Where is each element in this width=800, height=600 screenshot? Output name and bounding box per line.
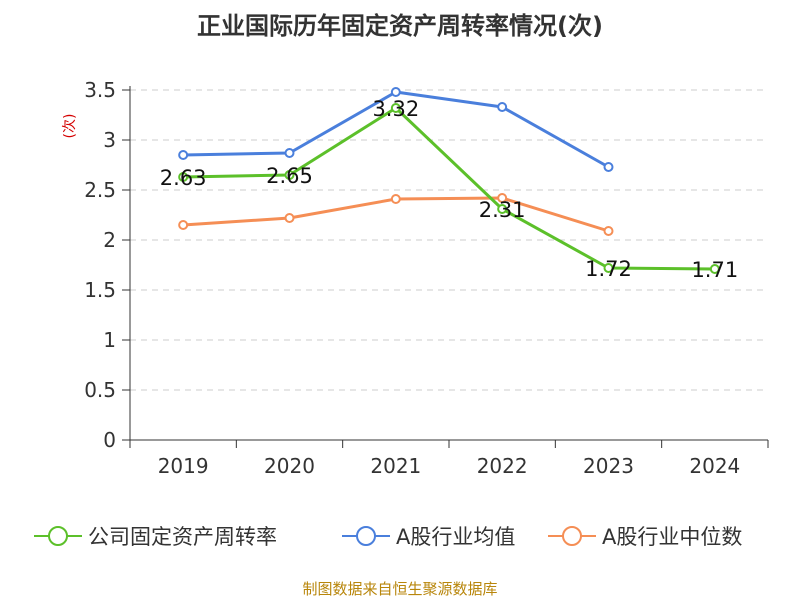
chart-title: 正业国际历年固定资产周转率情况(次) bbox=[197, 12, 603, 40]
data-point[interactable] bbox=[497, 204, 508, 214]
data-point[interactable] bbox=[497, 193, 508, 203]
legend-line-marker-icon bbox=[34, 526, 82, 546]
data-point[interactable] bbox=[709, 264, 720, 274]
y-tick-label: 2.5 bbox=[84, 178, 116, 202]
legend-item-industry-mean[interactable]: A股行业均值 bbox=[342, 518, 515, 554]
x-tick-label: 2019 bbox=[158, 454, 209, 478]
y-tick-label: 3.5 bbox=[84, 78, 116, 102]
data-label: 1.71 bbox=[691, 258, 738, 282]
legend: 公司固定资产周转率 A股行业均值 A股行业中位数 bbox=[0, 518, 800, 558]
x-tick-label: 2023 bbox=[583, 454, 634, 478]
axes: 0 0.5 1 1.5 2 2.5 3 3.5 2019 2020 2021 2022 2023 2024 bbox=[84, 78, 769, 478]
y-tick-label: 3 bbox=[103, 128, 116, 152]
data-label: 2.63 bbox=[160, 166, 207, 190]
y-tick-label: 0 bbox=[103, 428, 116, 452]
grid-lines bbox=[130, 89, 768, 391]
data-point[interactable] bbox=[178, 220, 189, 230]
legend-line-marker-icon bbox=[548, 526, 596, 546]
data-point[interactable] bbox=[603, 226, 614, 236]
data-point[interactable] bbox=[603, 162, 614, 172]
data-point[interactable] bbox=[284, 148, 295, 158]
data-point[interactable] bbox=[178, 172, 189, 182]
data-point[interactable] bbox=[390, 194, 401, 204]
x-tick-label: 2022 bbox=[477, 454, 528, 478]
data-point[interactable] bbox=[178, 150, 189, 160]
legend-line-marker-icon bbox=[342, 526, 390, 546]
source-note: 制图数据来自恒生聚源数据库 bbox=[302, 580, 498, 598]
data-labels: 2.63 2.65 3.32 2.31 1.72 1.71 bbox=[160, 97, 738, 282]
series-line bbox=[183, 106, 715, 271]
y-tick-label: 1.5 bbox=[84, 278, 116, 302]
data-point[interactable] bbox=[390, 87, 401, 97]
data-point[interactable] bbox=[284, 170, 295, 180]
data-point[interactable] bbox=[390, 103, 401, 113]
legend-label-company: 公司固定资产周转率 bbox=[88, 525, 277, 549]
data-label: 2.31 bbox=[479, 198, 526, 222]
legend-item-company[interactable]: 公司固定资产周转率 bbox=[34, 518, 277, 554]
legend-label-industry-median: A股行业中位数 bbox=[602, 525, 743, 549]
y-tick-label: 2 bbox=[103, 228, 116, 252]
y-tick-label: 1 bbox=[103, 328, 116, 352]
legend-label-industry-mean: A股行业均值 bbox=[396, 525, 516, 549]
data-point[interactable] bbox=[284, 213, 295, 223]
y-axis-label: (次) bbox=[62, 114, 78, 139]
series-lines bbox=[178, 87, 720, 274]
x-tick-label: 2024 bbox=[689, 454, 740, 478]
legend-item-industry-median[interactable]: A股行业中位数 bbox=[548, 518, 742, 554]
data-point[interactable] bbox=[603, 263, 614, 273]
data-point[interactable] bbox=[497, 102, 508, 112]
y-tick-label: 0.5 bbox=[84, 378, 116, 402]
x-tick-label: 2021 bbox=[370, 454, 421, 478]
data-label: 1.72 bbox=[585, 257, 632, 281]
data-label: 2.65 bbox=[266, 164, 313, 188]
data-label: 3.32 bbox=[372, 97, 419, 121]
x-tick-label: 2020 bbox=[264, 454, 315, 478]
